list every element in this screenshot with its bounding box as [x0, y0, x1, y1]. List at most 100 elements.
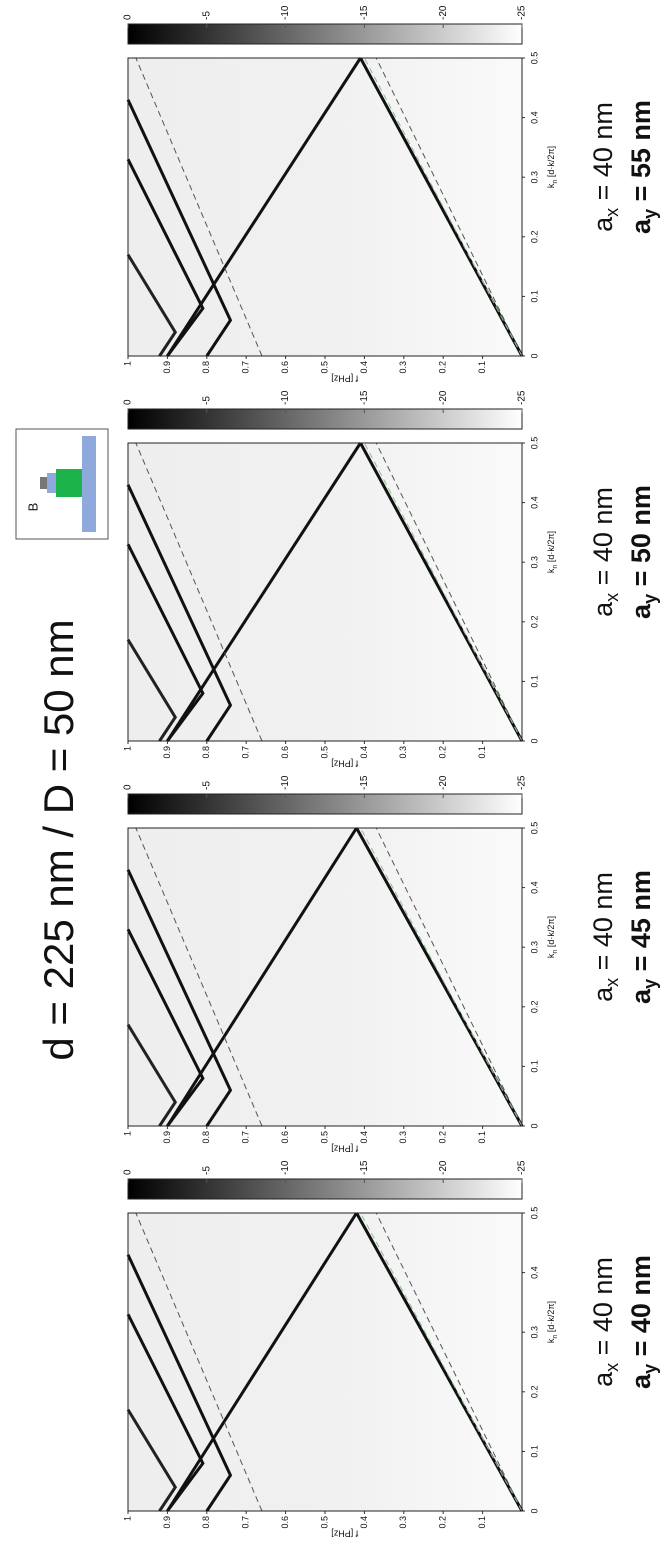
colorbar-tick-label: -20 — [438, 390, 449, 405]
caption-part: = 40 nm — [588, 487, 618, 593]
x-axis-label-part: [d·k/2π] — [546, 531, 556, 565]
plot-frame — [127, 827, 523, 1127]
caption-part: y — [640, 979, 660, 989]
inset-label: B — [25, 503, 40, 512]
y-tick-label: 0.4 — [359, 361, 369, 374]
colorbar — [127, 1178, 523, 1200]
x-axis-label: kn [d·k/2π] — [546, 1301, 558, 1343]
colorbar-tick-label: -10 — [280, 5, 291, 20]
x-axis-label-part: n — [552, 565, 559, 569]
dashed-line — [375, 57, 523, 357]
band-line — [166, 57, 362, 357]
caption-part: a — [588, 986, 618, 1002]
x-axis-label-part: k — [546, 953, 556, 958]
caption-part: = 55 nm — [626, 100, 656, 209]
y-tick-label: 0.6 — [280, 361, 290, 374]
dashed-line — [135, 827, 263, 1127]
colorbar-tick-label: -20 — [438, 775, 449, 790]
plot-background — [128, 443, 522, 741]
plot-background — [128, 58, 522, 356]
panel: 0.1 0.2 0.3 0.4 0.5 0.6 0.7 0.8 0.9 1 0 0.1 0.2 0.3 0.… — [122, 5, 659, 384]
colorbar-tick-label: -5 — [201, 11, 212, 20]
colorbar-tick-label: -25 — [517, 1160, 528, 1175]
colorbar-tick-label: -25 — [517, 775, 528, 790]
caption-part: = 40 nm — [588, 872, 618, 978]
y-axis-label: f [PHz] — [331, 374, 358, 384]
y-tick-label: 1 — [122, 1516, 132, 1521]
inset-diagram: B — [15, 428, 109, 540]
y-tick-label: 0.8 — [201, 1131, 211, 1144]
y-tick-label: 0.2 — [438, 361, 448, 374]
colorbar-tick-label: -10 — [280, 775, 291, 790]
y-tick-label: 0.1 — [477, 746, 487, 759]
x-axis-label-part: [d·k/2π] — [546, 1301, 556, 1335]
y-tick-label: 0.7 — [241, 1131, 251, 1144]
x-tick-label: 0.1 — [529, 1060, 539, 1073]
panel: 0.1 0.2 0.3 0.4 0.5 0.6 0.7 0.8 0.9 1 0 0.1 0.2 0.3 0.… — [122, 1160, 659, 1539]
band-line — [126, 99, 233, 357]
colorbar — [127, 793, 523, 815]
x-tick-label: 0.3 — [529, 941, 539, 954]
caption: ay = 55 nm — [626, 100, 660, 234]
caption: ax = 40 nm — [588, 102, 622, 232]
caption: ay = 45 nm — [626, 870, 660, 1004]
band-line — [359, 442, 524, 742]
band-line — [126, 1313, 205, 1512]
band-line — [126, 869, 233, 1127]
colorbar-tick-label: -10 — [280, 1160, 291, 1175]
dashed-line — [360, 827, 523, 1127]
y-axis-label: f [PHz] — [331, 1529, 358, 1539]
colorbar-tick-label: -20 — [438, 5, 449, 20]
dashed-line — [135, 442, 263, 742]
x-tick-label: 0.5 — [529, 52, 539, 65]
caption-part: x — [602, 1363, 622, 1372]
colorbar-tick-label: 0 — [123, 1169, 134, 1175]
x-tick-label: 0 — [529, 353, 539, 358]
x-tick-label: 0 — [529, 1123, 539, 1128]
colorbar-tick-label: 0 — [123, 399, 134, 405]
dashed-line — [135, 57, 263, 357]
y-tick-label: 0.5 — [319, 746, 329, 759]
x-axis-label-part: n — [552, 1335, 559, 1339]
figure-title: d = 225 nm / D = 50 nm — [35, 619, 82, 1060]
colorbar-tick-label: -5 — [201, 1166, 212, 1175]
cap — [40, 477, 47, 489]
y-tick-label: 1 — [122, 1131, 132, 1136]
y-tick-label: 0.3 — [398, 1131, 408, 1144]
x-tick-label: 0.2 — [529, 1386, 539, 1399]
x-axis-label-part: k — [546, 568, 556, 573]
y-axis-label: f [PHz] — [331, 1144, 358, 1154]
band-line — [126, 928, 205, 1127]
layer — [47, 473, 56, 493]
band-line — [355, 827, 524, 1127]
caption-part: y — [640, 209, 660, 219]
dashed-line — [375, 827, 523, 1127]
y-tick-label: 0.6 — [280, 1131, 290, 1144]
caption-part: x — [602, 208, 622, 217]
caption-part: = 40 nm — [588, 1257, 618, 1363]
band-line — [126, 1408, 178, 1512]
x-tick-label: 0.1 — [529, 675, 539, 688]
colorbar-tick-label: 0 — [123, 14, 134, 20]
x-axis-label-part: n — [552, 950, 559, 954]
colorbar-tick-label: -10 — [280, 390, 291, 405]
caption-part: a — [588, 1371, 618, 1387]
caption-part: a — [626, 1373, 656, 1389]
band-line — [166, 1212, 358, 1512]
x-tick-label: 0.3 — [529, 1326, 539, 1339]
core — [56, 469, 82, 497]
y-tick-label: 0.7 — [241, 361, 251, 374]
x-tick-label: 0.2 — [529, 231, 539, 244]
caption-part: y — [640, 594, 660, 604]
x-axis-label-part: [d·k/2π] — [546, 146, 556, 180]
dashed-line — [135, 1212, 263, 1512]
x-axis-label-part: [d·k/2π] — [546, 916, 556, 950]
y-tick-label: 0.7 — [241, 746, 251, 759]
panel: 0.1 0.2 0.3 0.4 0.5 0.6 0.7 0.8 0.9 1 0 0.1 0.2 0.3 0.… — [122, 390, 659, 769]
substrate — [82, 436, 96, 532]
y-tick-label: 0.3 — [398, 361, 408, 374]
x-tick-label: 0.4 — [529, 111, 539, 124]
y-tick-label: 0.8 — [201, 1516, 211, 1529]
